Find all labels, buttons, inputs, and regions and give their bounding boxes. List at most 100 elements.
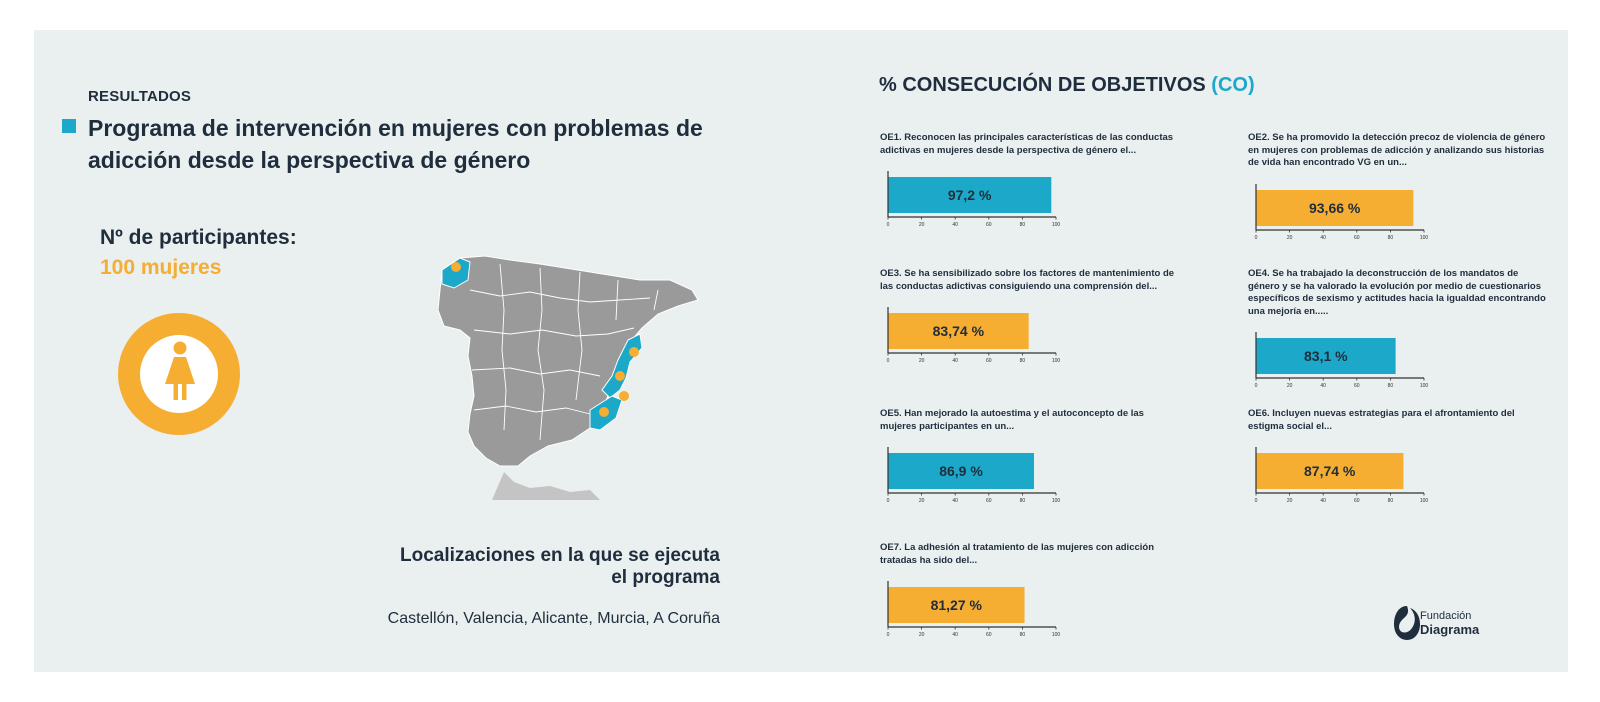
objective-oe4: OE4. Se ha trabajado la deconstrucción d… (1248, 268, 1548, 392)
map-dot-murcia (599, 407, 609, 417)
bar-mark (1256, 453, 1404, 489)
tick-label: 100 (1420, 235, 1429, 241)
map-region-coruna (441, 257, 471, 289)
objective-text: OE5. Han mejorado la autoestima y el aut… (880, 408, 1144, 432)
map-region-lines (469, 263, 659, 441)
bar-data-label: 83,74 % (933, 323, 985, 339)
tick-label: 0 (1255, 498, 1258, 504)
objective-oe6: OE6. Incluyen nuevas estrategias para el… (1248, 408, 1548, 507)
tick-label: 40 (952, 498, 958, 504)
objectives-title-text: % CONSECUCIÓN DE OBJETIVOS (879, 74, 1206, 96)
tick-label: 20 (1287, 498, 1293, 504)
objective-text: OE6. Incluyen nuevas estrategias para el… (1248, 408, 1515, 432)
bar-mark (1256, 189, 1414, 226)
logo-line1: Fundación (1420, 610, 1472, 622)
locations-title-line2: el programa (611, 567, 720, 588)
tick-label: 80 (1388, 383, 1394, 389)
tick-label: 80 (1020, 358, 1026, 364)
objective-bar-chart: 0 20 40 60 80 100 81,27 % (887, 581, 1061, 638)
tick-label: 100 (1052, 222, 1061, 228)
tick-label: 0 (887, 632, 890, 638)
bar-mark (888, 313, 1029, 349)
tick-label: 100 (1420, 498, 1429, 504)
objectives-title: % CONSECUCIÓN DE OBJETIVOS (CO) (879, 74, 1255, 97)
tick-label: 60 (986, 358, 992, 364)
objective-bar-chart: 0 20 40 60 80 100 93,66 % (1255, 183, 1429, 241)
objective-text: OE7. La adhesión al tratamiento de las m… (880, 542, 1155, 566)
bar-mark (888, 587, 1025, 623)
objective-text: OE1. Reconocen las principales caracterí… (880, 132, 1174, 156)
tick-label: 60 (1354, 498, 1360, 504)
locations-title-line1: Localizaciones en la que se ejecuta (400, 545, 720, 566)
page-title: Programa de intervención en mujeres con … (88, 115, 703, 173)
tick-label: 20 (919, 632, 925, 638)
locations-title: Localizaciones en la que se ejecuta el p… (330, 545, 720, 589)
locations-list: Castellón, Valencia, Alicante, Murcia, A… (387, 610, 720, 627)
tick-label: 60 (1354, 383, 1360, 389)
tick-label: 20 (919, 222, 925, 228)
objective-oe2: OE2. Se ha promovido la detección precoz… (1248, 132, 1548, 244)
objective-bar-chart: 0 20 40 60 80 100 83,1 % (1255, 332, 1429, 389)
map-dot-valencia (615, 371, 625, 381)
tick-label: 0 (1255, 235, 1258, 241)
tick-label: 40 (952, 358, 958, 364)
map-africa-coast (492, 472, 600, 500)
objective-bar-chart: 0 20 40 60 80 100 86,9 % (887, 447, 1061, 504)
bar-mark (888, 177, 1052, 213)
tick-label: 100 (1052, 358, 1061, 364)
tick-label: 0 (887, 358, 890, 364)
tick-label: 40 (1320, 383, 1326, 389)
tick-label: 40 (952, 222, 958, 228)
tick-label: 100 (1420, 383, 1429, 389)
tick-label: 20 (919, 498, 925, 504)
bar-mark (888, 453, 1034, 489)
tick-label: 100 (1052, 498, 1061, 504)
tick-label: 20 (1287, 383, 1293, 389)
tick-label: 20 (919, 358, 925, 364)
bar-data-label: 93,66 % (1309, 200, 1361, 216)
tick-label: 60 (986, 498, 992, 504)
tick-label: 80 (1020, 498, 1026, 504)
participants-label: Nº de participantes: (100, 226, 297, 249)
tick-label: 60 (1354, 235, 1360, 241)
tick-label: 80 (1388, 235, 1394, 241)
bar-mark (1256, 338, 1396, 374)
tick-label: 60 (986, 222, 992, 228)
objective-oe1: OE1. Reconocen las principales caracterí… (880, 132, 1180, 231)
tick-label: 40 (1320, 235, 1326, 241)
spain-map (437, 255, 699, 500)
objective-bar-chart: 0 20 40 60 80 100 87,74 % (1255, 447, 1429, 504)
bar-data-label: 83,1 % (1304, 348, 1348, 364)
bar-data-label: 81,27 % (931, 597, 983, 613)
tick-label: 100 (1052, 632, 1061, 638)
bar-data-label: 86,9 % (939, 463, 983, 479)
objective-bar-chart: 0 20 40 60 80 100 83,74 % (887, 307, 1061, 364)
logo-line2: Diagrama (1420, 622, 1480, 637)
bar-data-label: 87,74 % (1304, 463, 1356, 479)
objectives-title-accent: (CO) (1211, 74, 1255, 96)
tick-label: 0 (887, 498, 890, 504)
tick-label: 0 (1255, 383, 1258, 389)
objective-text: OE2. Se ha promovido la detección precoz… (1248, 132, 1546, 168)
participants-value: 100 mujeres (100, 256, 222, 279)
objective-bar-chart: 0 20 40 60 80 100 97,2 % (887, 171, 1061, 228)
objective-oe7: OE7. La adhesión al tratamiento de las m… (880, 542, 1180, 641)
map-peninsula (437, 255, 699, 467)
objective-oe3: OE3. Se ha sensibilizado sobre los facto… (880, 268, 1180, 367)
diagrama-logo-icon (1394, 606, 1420, 640)
bar-data-label: 97,2 % (948, 187, 992, 203)
tick-label: 80 (1020, 632, 1026, 638)
title-bullet-square (62, 119, 76, 133)
woman-icon (165, 341, 195, 400)
map-dot-coruna (451, 262, 461, 272)
map-dot-castellon (629, 347, 639, 357)
tick-label: 40 (1320, 498, 1326, 504)
objective-oe5: OE5. Han mejorado la autoestima y el aut… (880, 408, 1180, 507)
objective-text: OE3. Se ha sensibilizado sobre los facto… (880, 268, 1175, 292)
tick-label: 80 (1388, 498, 1394, 504)
objective-text: OE4. Se ha trabajado la deconstrucción d… (1248, 268, 1546, 317)
section-kicker: RESULTADOS (88, 88, 192, 105)
tick-label: 80 (1020, 222, 1026, 228)
tick-label: 40 (952, 632, 958, 638)
tick-label: 20 (1287, 235, 1293, 241)
